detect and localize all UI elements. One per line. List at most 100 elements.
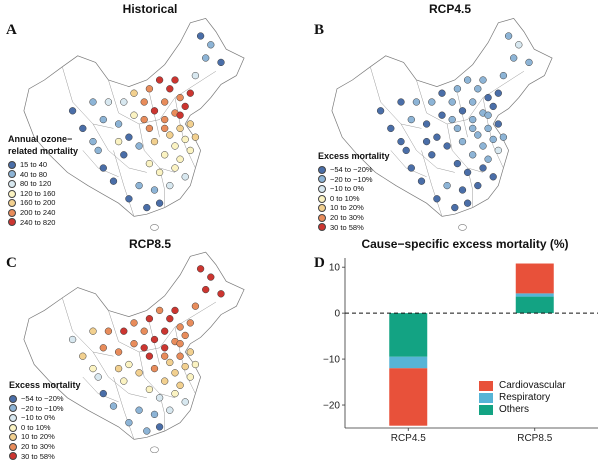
map-historical-province-border: [113, 150, 135, 217]
map-rcp85-city-marker: [166, 358, 174, 367]
map-historical-province-border: [138, 123, 176, 173]
panel-b-letter: B: [314, 22, 325, 38]
map-rcp45-province-border: [421, 150, 443, 217]
map-historical-city-marker: [161, 124, 169, 133]
map-historical-city-marker: [186, 146, 194, 155]
map-historical-city-marker: [166, 181, 174, 190]
bar-legend-item: Others: [479, 404, 566, 416]
legend-rcp45-swatch: [318, 194, 326, 203]
legend-rcp85-swatch: [9, 433, 17, 442]
bar-legend-swatch: [479, 405, 493, 415]
map-rcp45-city-marker: [474, 131, 482, 139]
map-rcp45-province-border: [457, 93, 468, 138]
map-rcp85-city-marker: [125, 419, 133, 427]
map-rcp45-city-marker: [469, 124, 477, 133]
map-rcp85-city-marker: [114, 364, 123, 373]
map-rcp85-city-marker: [176, 323, 184, 331]
map-rcp85-city-marker: [161, 352, 169, 360]
bar-legend-label: Respiratory: [499, 392, 551, 403]
map-historical-city-marker: [171, 142, 179, 150]
map-rcp85-city-marker: [186, 373, 194, 381]
legend-rcp85-title: Excess mortality: [9, 380, 81, 390]
map-historical-island: [150, 224, 159, 231]
map-rcp45-city-marker: [469, 115, 477, 124]
map-rcp45-city-marker: [494, 120, 502, 128]
map-rcp85-province-border: [159, 301, 217, 348]
map-rcp45-city-marker: [494, 89, 502, 97]
map-rcp85-city-marker: [181, 331, 189, 340]
map-rcp45-city-marker: [484, 111, 492, 119]
panel-d-letter: D: [314, 255, 325, 271]
legend-historical-swatch: [8, 170, 16, 179]
map-rcp45-city-marker: [499, 133, 508, 141]
bar-legend-swatch: [479, 381, 493, 391]
map-rcp85-city-marker: [109, 402, 118, 410]
legend-rcp85-label: 0 to 10%: [21, 422, 51, 432]
map-historical-province-border: [149, 93, 160, 138]
legend-rcp85-label: 30 to 58%: [21, 451, 55, 461]
map-rcp85-city-marker: [207, 273, 215, 281]
bar-legend-label: Others: [499, 404, 530, 415]
legend-historical-title-line-1: Annual ozone−: [8, 134, 73, 144]
map-rcp45-city-marker: [402, 146, 410, 155]
map-rcp85-city-marker: [89, 327, 97, 335]
legend-rcp85-item: 0 to 10%: [9, 423, 81, 433]
map-historical-city-marker: [120, 98, 128, 106]
map-rcp45-city-marker: [397, 98, 405, 106]
legend-rcp45-label: 20 to 30%: [330, 212, 364, 222]
map-rcp85-city-marker: [130, 319, 138, 327]
legend-rcp85-items: −54 to −20% −20 to −10% −10 to 0% 0 to 10% 1…: [9, 394, 81, 461]
map-historical-city-marker: [166, 131, 174, 139]
legend-rcp85-label: 10 to 20%: [21, 432, 55, 442]
bar-legend: Cardiovascular Respiratory Others: [479, 380, 566, 416]
panel-a-letter: A: [6, 22, 17, 38]
map-historical-city-marker: [135, 142, 143, 150]
legend-rcp85-item: −54 to −20%: [9, 394, 81, 404]
map-rcp45-province-border: [370, 66, 422, 129]
legend-rcp85-label: −20 to −10%: [21, 403, 64, 413]
legend-rcp85-swatch: [9, 404, 17, 413]
map-rcp45-city-marker: [479, 76, 487, 84]
bar-respiratory-rcp85: [515, 293, 554, 297]
map-historical-city-marker: [79, 124, 87, 133]
map-rcp45-city-marker: [453, 124, 462, 133]
y-tick-label: 0: [334, 309, 340, 320]
bar-cardiovascular-rcp85: [515, 263, 554, 294]
legend-rcp85-label: −10 to 0%: [21, 413, 55, 423]
bar-others-rcp45: [389, 313, 428, 357]
legend-rcp45-label: −20 to −10%: [330, 174, 373, 184]
map-historical-city-marker: [161, 115, 169, 124]
maps-layer: [23, 17, 553, 454]
map-rcp85-province-border: [149, 322, 160, 365]
map-rcp45-city-marker: [479, 142, 487, 150]
map-historical-city-marker: [140, 98, 148, 106]
bar-others-rcp85: [515, 296, 554, 314]
map-historical-city-marker: [145, 124, 154, 133]
legend-historical-label: 120 to 160: [20, 188, 56, 198]
map-rcp45-city-marker: [428, 98, 436, 106]
map-rcp85-city-marker: [202, 285, 210, 294]
map-rcp45-city-marker: [387, 124, 395, 133]
map-rcp85-province-border: [82, 376, 119, 403]
map-rcp85-city-marker: [171, 369, 179, 377]
map-rcp85-city-marker: [125, 360, 133, 369]
map-rcp45-city-marker: [448, 115, 456, 124]
map-historical-city-marker: [176, 111, 184, 119]
map-historical-city-marker: [89, 98, 97, 106]
map-rcp45-city-marker: [484, 93, 492, 102]
map-historical-city-marker: [145, 159, 154, 168]
map-historical-city-marker: [130, 111, 138, 119]
map-rcp45-city-marker: [458, 186, 467, 194]
map-rcp45-city-marker: [417, 177, 426, 185]
map-rcp45-province-border: [467, 70, 525, 120]
map-historical-city-marker: [104, 98, 113, 106]
map-rcp45-city-marker: [453, 85, 462, 93]
map-rcp85-city-marker: [161, 344, 169, 352]
map-rcp45-city-marker: [433, 133, 441, 141]
map-rcp45-city-marker: [499, 71, 508, 80]
map-rcp85-province-border: [62, 297, 114, 357]
map-historical-city-marker: [145, 85, 154, 93]
map-historical-city-marker: [135, 181, 143, 190]
map-rcp85-city-marker: [99, 344, 107, 352]
map-historical-city-marker: [207, 41, 215, 49]
